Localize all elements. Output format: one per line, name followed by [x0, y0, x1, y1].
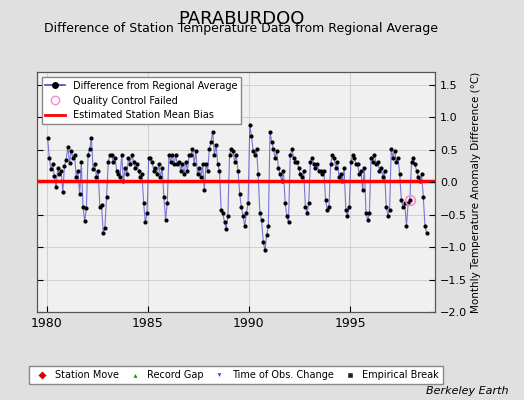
Text: PARABURDOO: PARABURDOO — [178, 10, 304, 28]
Y-axis label: Monthly Temperature Anomaly Difference (°C): Monthly Temperature Anomaly Difference (… — [471, 71, 481, 313]
Text: Berkeley Earth: Berkeley Earth — [426, 386, 508, 396]
Legend: Station Move, Record Gap, Time of Obs. Change, Empirical Break: Station Move, Record Gap, Time of Obs. C… — [29, 366, 443, 384]
Text: Difference of Station Temperature Data from Regional Average: Difference of Station Temperature Data f… — [44, 22, 438, 35]
